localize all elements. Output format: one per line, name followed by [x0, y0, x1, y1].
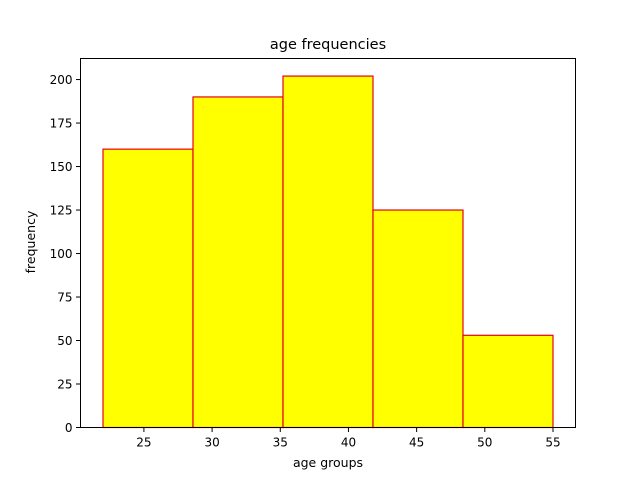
- plot-area-frame: [80, 58, 576, 428]
- ticks-layer: 25 30 35 40 45 50 55 0 25 50 75 100 125 150 175 200: [50, 73, 561, 449]
- y-tick-label: 0: [65, 421, 73, 435]
- histogram-bar: [462, 334, 554, 429]
- x-tick-label: 50: [477, 436, 492, 450]
- y-tick-label: 100: [50, 247, 73, 261]
- y-tick-label: 175: [50, 117, 73, 131]
- x-tick-label: 25: [136, 436, 151, 450]
- y-tick-label: 125: [50, 204, 73, 218]
- chart-title: age frequencies: [270, 37, 386, 53]
- x-axis-label: age groups: [293, 455, 363, 470]
- x-tick-label: 35: [273, 436, 288, 450]
- histogram-bar: [372, 209, 464, 429]
- y-tick-label: 200: [50, 73, 73, 87]
- x-tick-label: 40: [341, 436, 356, 450]
- y-tick-label: 150: [50, 160, 73, 174]
- bars-layer: [102, 75, 554, 429]
- y-tick-label: 50: [57, 334, 72, 348]
- y-axis-label: frequency: [23, 210, 38, 273]
- histogram-bar: [282, 75, 374, 429]
- y-tick-label: 25: [57, 378, 72, 392]
- x-tick-label: 45: [409, 436, 424, 450]
- x-tick-label: 55: [545, 436, 560, 450]
- histogram-bar: [192, 96, 284, 429]
- x-tick-label: 30: [204, 436, 219, 450]
- y-tick-label: 75: [57, 291, 72, 305]
- histogram-bar: [102, 148, 194, 429]
